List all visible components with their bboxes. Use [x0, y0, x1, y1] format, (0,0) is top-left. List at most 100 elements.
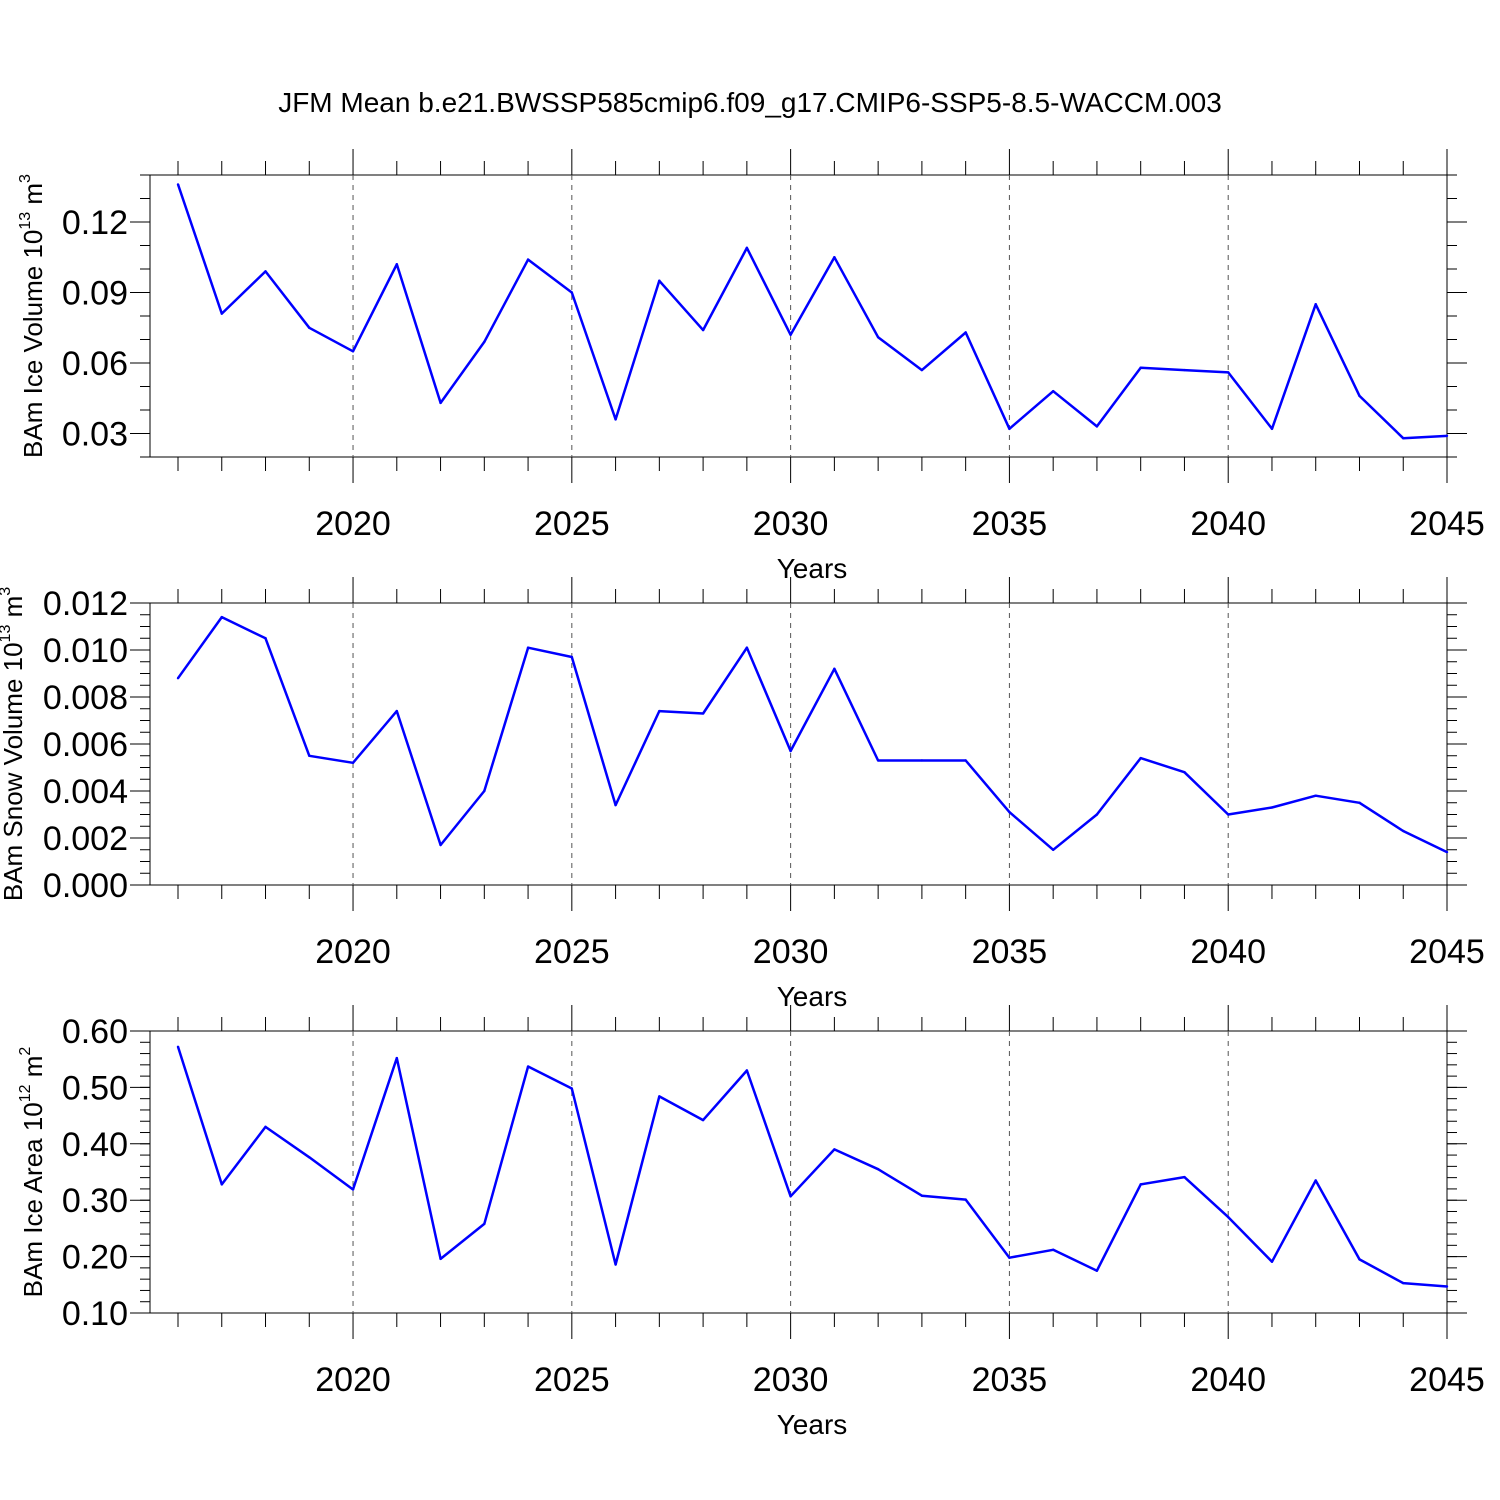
series-line — [176, 1046, 1448, 1288]
data-point — [1445, 850, 1449, 854]
data-point — [264, 1125, 267, 1129]
y-tick-label: 0.12 — [62, 204, 128, 242]
data-point — [1314, 1179, 1317, 1182]
data-point — [1402, 1281, 1405, 1285]
data-point — [1358, 394, 1361, 398]
data-point — [701, 328, 705, 332]
data-point — [351, 1188, 355, 1191]
x-tick-label: 2025 — [534, 933, 610, 971]
data-point — [351, 350, 355, 353]
data-point — [351, 761, 355, 764]
x-tick-label: 2040 — [1190, 505, 1266, 543]
data-point — [395, 263, 398, 266]
data-point — [964, 1198, 967, 1201]
data-point — [1270, 806, 1274, 809]
y-tick-label: 0.06 — [62, 345, 128, 383]
data-point — [1095, 813, 1099, 816]
data-point — [483, 789, 486, 793]
data-point — [920, 759, 924, 762]
y-tick-label: 0.30 — [62, 1182, 128, 1220]
data-point — [1314, 303, 1317, 306]
data-point — [395, 1056, 398, 1060]
data-point — [920, 1194, 924, 1197]
data-point — [176, 677, 180, 680]
data-point — [833, 1148, 836, 1151]
x-tick-label: 2020 — [315, 933, 391, 971]
data-point — [308, 326, 311, 329]
y-tick-label: 0.60 — [62, 1013, 128, 1051]
y-tick-label: 0.010 — [43, 632, 128, 670]
data-point — [789, 1195, 792, 1198]
x-tick-label: 2040 — [1190, 1361, 1266, 1399]
data-point — [308, 754, 311, 757]
figure-title: JFM Mean b.e21.BWSSP585cmip6.f09_g17.CMI… — [278, 87, 1222, 118]
data-point — [920, 368, 924, 372]
data-point — [614, 418, 617, 421]
data-point — [1051, 390, 1055, 393]
x-axis-label: Years — [777, 553, 848, 584]
data-point — [526, 258, 530, 261]
data-point — [1183, 1175, 1186, 1179]
y-tick-label: 0.20 — [62, 1239, 128, 1277]
data-point — [658, 279, 661, 282]
plot-frame — [149, 602, 1448, 886]
data-point — [745, 646, 749, 649]
data-point — [1095, 425, 1099, 428]
data-point — [789, 333, 792, 336]
plot-frame — [149, 1030, 1448, 1314]
data-point — [1358, 801, 1361, 804]
data-point — [264, 270, 267, 273]
data-point — [570, 655, 574, 659]
data-point — [876, 335, 880, 339]
data-point — [526, 646, 530, 649]
data-point — [964, 331, 967, 334]
y-tick-label: 0.002 — [43, 820, 128, 858]
data-point — [876, 759, 880, 762]
data-point — [1008, 427, 1011, 430]
data-point — [1358, 1258, 1361, 1261]
data-point — [833, 256, 836, 259]
data-point — [176, 1045, 180, 1048]
panel-3: 0.10 0.20 0.30 0.40 0.50 0.60 2020 2025 2030 2035… — [17, 1005, 1485, 1440]
data-point — [1227, 371, 1230, 374]
series-line — [176, 615, 1448, 854]
y-tick-label: 0.09 — [62, 275, 128, 313]
x-tick-label: 2020 — [315, 505, 391, 543]
x-tick-label: 2020 — [315, 1361, 391, 1399]
data-point — [1095, 1269, 1099, 1272]
data-point — [570, 1087, 574, 1090]
y-axis-label: BAm Snow Volume 1013 m3 — [0, 587, 28, 901]
x-tick-label: 2045 — [1409, 1361, 1485, 1399]
data-point — [1183, 368, 1186, 372]
data-point — [1270, 1260, 1274, 1263]
x-tick-label: 2025 — [534, 505, 610, 543]
data-point — [220, 615, 223, 619]
data-point — [964, 759, 967, 762]
y-tick-label: 0.03 — [62, 416, 128, 454]
y-axis-label: BAm Ice Area 1012 m2 — [17, 1047, 48, 1298]
data-point — [701, 712, 705, 715]
x-tick-label: 2035 — [972, 933, 1048, 971]
x-tick-label: 2045 — [1409, 505, 1485, 543]
panel-1: 0.03 0.06 0.09 0.12 2020 2025 2030 2035 2040 2045… — [17, 149, 1485, 584]
panel-2: 0.000 0.002 0.004 0.006 0.008 0.010 0.012 2020 2… — [0, 577, 1485, 1012]
y-tick-label: 0.50 — [62, 1069, 128, 1107]
y-tick-label: 0.008 — [43, 679, 128, 717]
data-point — [220, 312, 223, 315]
data-point — [439, 1257, 442, 1261]
y-tick-label: 0.006 — [43, 726, 128, 764]
data-point — [1139, 366, 1142, 369]
x-tick-label: 2035 — [972, 505, 1048, 543]
data-point — [570, 291, 574, 294]
y-tick-label: 0.012 — [43, 585, 128, 623]
plot-frame — [149, 174, 1448, 458]
data-point — [1139, 1183, 1142, 1186]
data-point — [1314, 794, 1317, 797]
data-point — [483, 1222, 486, 1226]
x-tick-label: 2035 — [972, 1361, 1048, 1399]
data-point — [308, 1156, 311, 1159]
x-tick-label: 2030 — [753, 1361, 829, 1399]
data-point — [789, 749, 792, 753]
data-point — [526, 1065, 530, 1068]
